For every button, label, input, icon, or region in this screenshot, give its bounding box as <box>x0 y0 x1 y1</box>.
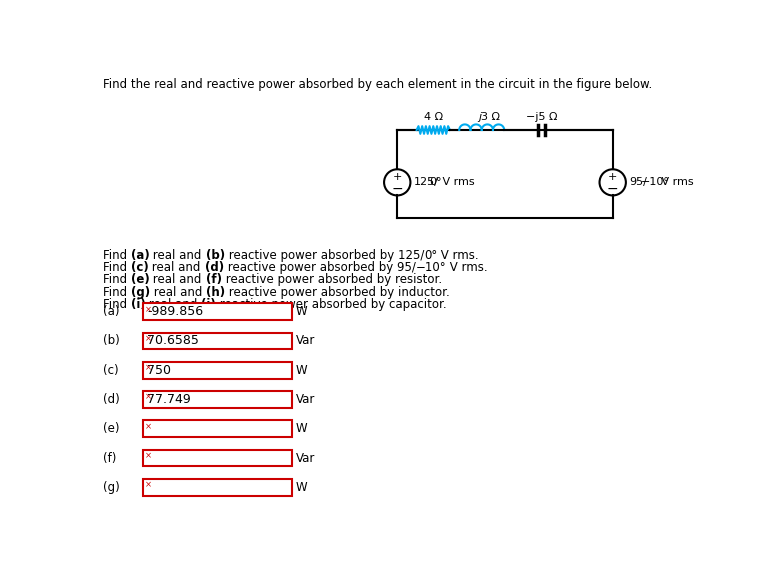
Text: (e): (e) <box>103 422 119 435</box>
Text: (e): (e) <box>131 273 150 286</box>
Text: (b): (b) <box>205 249 225 262</box>
Text: (a): (a) <box>103 305 119 318</box>
Text: Var: Var <box>296 335 315 348</box>
Text: (c): (c) <box>103 364 119 377</box>
Text: (d): (d) <box>103 393 119 406</box>
Text: real and: real and <box>150 286 206 299</box>
Text: 0°: 0° <box>429 177 442 188</box>
Text: ×: × <box>144 334 151 343</box>
Text: real and: real and <box>148 261 204 274</box>
Text: +: + <box>608 172 617 182</box>
Text: ×: × <box>144 481 151 490</box>
FancyBboxPatch shape <box>143 332 292 349</box>
Text: −10°: −10° <box>641 177 670 188</box>
Text: real and: real and <box>150 273 205 286</box>
Text: 0°: 0° <box>424 249 437 262</box>
Text: Var: Var <box>296 451 315 465</box>
Text: W: W <box>296 364 307 377</box>
Text: ×: × <box>144 451 151 460</box>
Text: V rms.: V rms. <box>446 261 488 274</box>
Text: (i): (i) <box>131 298 145 311</box>
Text: (b): (b) <box>103 335 119 348</box>
Text: (d): (d) <box>204 261 223 274</box>
Text: real and: real and <box>145 298 201 311</box>
FancyBboxPatch shape <box>143 303 292 320</box>
Text: Find: Find <box>103 286 131 299</box>
Text: 3 Ω: 3 Ω <box>481 112 500 121</box>
Text: reactive power absorbed by 125/: reactive power absorbed by 125/ <box>225 249 424 262</box>
Text: W: W <box>296 422 307 435</box>
Text: Find: Find <box>103 273 131 286</box>
Text: 4 Ω: 4 Ω <box>424 112 443 121</box>
Text: 750: 750 <box>147 364 171 377</box>
Text: Find: Find <box>103 261 131 274</box>
Text: V rms.: V rms. <box>437 249 479 262</box>
Text: W: W <box>296 481 307 494</box>
Text: (g): (g) <box>131 286 150 299</box>
Text: 95/: 95/ <box>629 177 647 188</box>
Text: reactive power absorbed by resistor.: reactive power absorbed by resistor. <box>221 273 442 286</box>
Text: (f): (f) <box>205 273 221 286</box>
Text: j: j <box>478 112 481 121</box>
Text: real and: real and <box>150 249 205 262</box>
FancyBboxPatch shape <box>143 479 292 496</box>
FancyBboxPatch shape <box>143 362 292 378</box>
Text: reactive power absorbed by capacitor.: reactive power absorbed by capacitor. <box>217 298 447 311</box>
FancyBboxPatch shape <box>143 391 292 408</box>
Text: V rms: V rms <box>439 177 475 188</box>
Text: (j): (j) <box>201 298 217 311</box>
Text: (h): (h) <box>206 286 225 299</box>
Text: −: − <box>607 181 619 196</box>
Text: −: − <box>391 181 403 196</box>
FancyBboxPatch shape <box>143 420 292 437</box>
Text: -989.856: -989.856 <box>147 305 203 318</box>
Text: +: + <box>393 172 402 182</box>
Text: −10°: −10° <box>416 261 446 274</box>
Text: Find: Find <box>103 298 131 311</box>
Text: (a): (a) <box>131 249 150 262</box>
Text: W: W <box>296 305 307 318</box>
Text: Var: Var <box>296 393 315 406</box>
Text: ×: × <box>144 393 151 402</box>
Text: 70.6585: 70.6585 <box>147 335 199 348</box>
Text: Find: Find <box>103 249 131 262</box>
Text: (c): (c) <box>131 261 148 274</box>
Text: ×: × <box>144 422 151 431</box>
Text: reactive power absorbed by inductor.: reactive power absorbed by inductor. <box>225 286 450 299</box>
Text: V rms: V rms <box>658 177 694 188</box>
Text: 125/: 125/ <box>413 177 439 188</box>
Text: reactive power absorbed by 95/: reactive power absorbed by 95/ <box>223 261 416 274</box>
Text: ×: × <box>144 305 151 314</box>
Text: Find the real and reactive power absorbed by each element in the circuit in the : Find the real and reactive power absorbe… <box>103 78 652 91</box>
FancyBboxPatch shape <box>143 450 292 466</box>
Text: −j5 Ω: −j5 Ω <box>526 112 557 123</box>
Text: ×: × <box>144 363 151 372</box>
Text: (g): (g) <box>103 481 119 494</box>
Text: (f): (f) <box>103 451 116 465</box>
Text: 77.749: 77.749 <box>147 393 191 406</box>
